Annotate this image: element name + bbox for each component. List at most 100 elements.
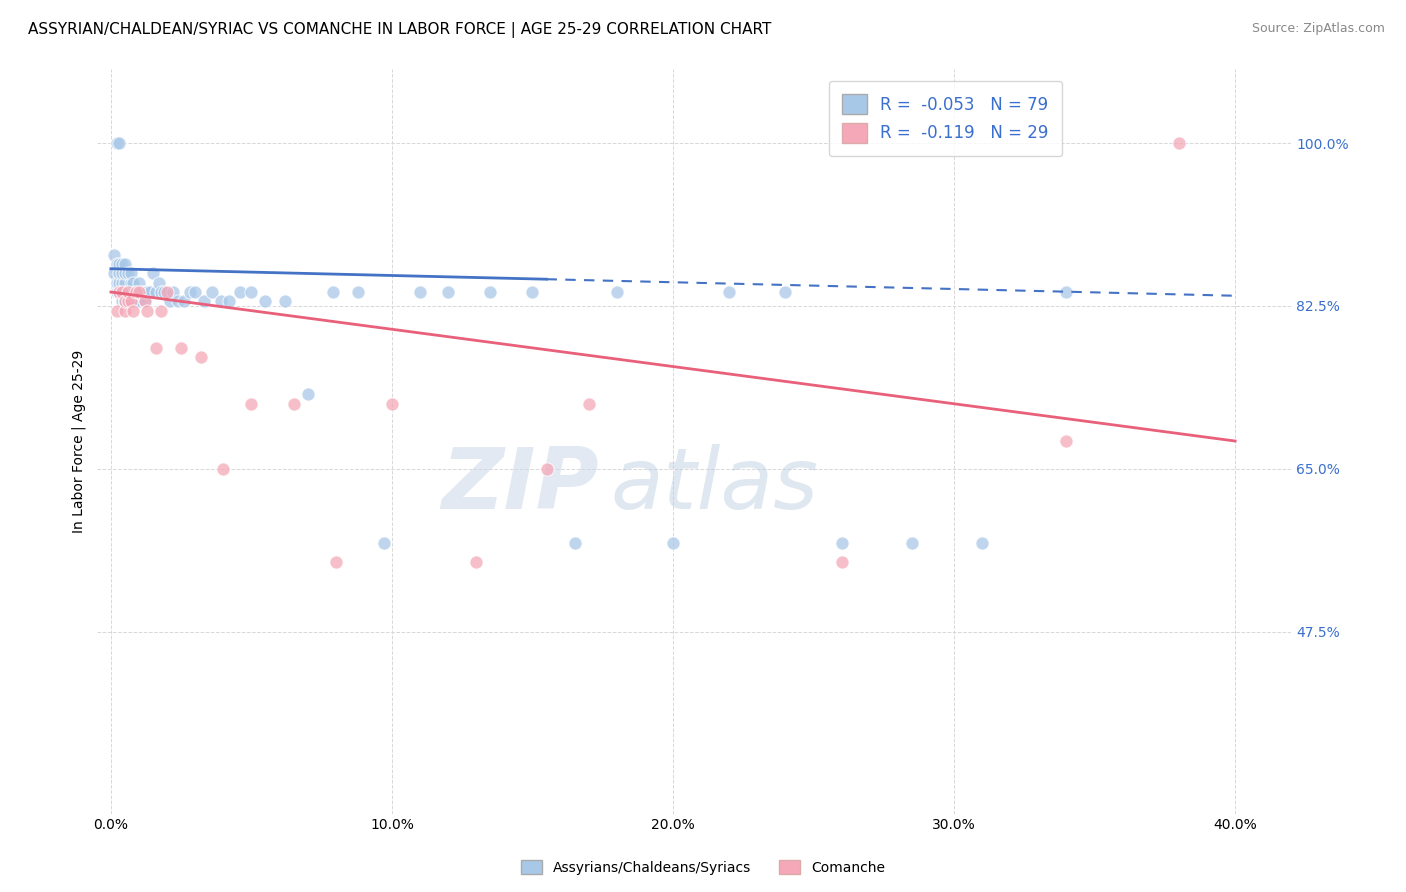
Point <box>901 536 924 550</box>
Point <box>831 555 853 569</box>
Point <box>254 294 277 309</box>
Point <box>240 397 263 411</box>
Point <box>150 285 173 299</box>
Point <box>120 276 142 290</box>
Point <box>117 285 139 299</box>
Point <box>162 285 184 299</box>
Point <box>167 294 190 309</box>
Point <box>103 248 125 262</box>
Legend: Assyrians/Chaldeans/Syriacs, Comanche: Assyrians/Chaldeans/Syriacs, Comanche <box>516 855 890 880</box>
Point <box>111 285 134 299</box>
Point <box>972 536 994 550</box>
Point <box>114 303 136 318</box>
Point <box>125 294 148 309</box>
Point <box>105 136 128 150</box>
Point <box>108 136 131 150</box>
Point <box>536 462 558 476</box>
Point <box>831 536 853 550</box>
Point <box>125 285 148 299</box>
Point <box>108 285 131 299</box>
Point <box>114 285 136 299</box>
Point <box>114 294 136 309</box>
Point <box>114 257 136 271</box>
Point <box>120 285 142 299</box>
Point <box>117 294 139 309</box>
Point <box>108 276 131 290</box>
Point <box>148 276 170 290</box>
Point <box>111 276 134 290</box>
Point <box>134 294 156 309</box>
Point <box>373 536 395 550</box>
Point <box>120 294 142 309</box>
Point <box>1056 434 1078 448</box>
Point <box>437 285 460 299</box>
Point <box>114 267 136 281</box>
Text: Source: ZipAtlas.com: Source: ZipAtlas.com <box>1251 22 1385 36</box>
Point <box>111 267 134 281</box>
Legend: R =  -0.053   N = 79, R =  -0.119   N = 29: R = -0.053 N = 79, R = -0.119 N = 29 <box>828 80 1062 156</box>
Point <box>139 285 162 299</box>
Point <box>122 294 145 309</box>
Point <box>122 303 145 318</box>
Point <box>465 555 488 569</box>
Point <box>229 285 252 299</box>
Point <box>114 294 136 309</box>
Point <box>274 294 297 309</box>
Y-axis label: In Labor Force | Age 25-29: In Labor Force | Age 25-29 <box>72 350 86 533</box>
Point <box>122 285 145 299</box>
Point <box>117 285 139 299</box>
Point <box>578 397 600 411</box>
Point <box>212 462 235 476</box>
Point <box>193 294 215 309</box>
Point <box>718 285 741 299</box>
Point <box>190 350 212 364</box>
Point <box>105 303 128 318</box>
Point <box>1056 285 1078 299</box>
Point <box>522 285 544 299</box>
Point <box>131 285 153 299</box>
Point <box>111 285 134 299</box>
Text: ASSYRIAN/CHALDEAN/SYRIAC VS COMANCHE IN LABOR FORCE | AGE 25-29 CORRELATION CHAR: ASSYRIAN/CHALDEAN/SYRIAC VS COMANCHE IN … <box>28 22 772 38</box>
Point <box>134 285 156 299</box>
Point <box>322 285 344 299</box>
Point <box>111 257 134 271</box>
Point <box>775 285 797 299</box>
Point <box>105 285 128 299</box>
Point <box>114 294 136 309</box>
Point <box>120 267 142 281</box>
Point <box>209 294 232 309</box>
Point <box>479 285 502 299</box>
Point <box>108 257 131 271</box>
Point <box>170 341 193 355</box>
Point <box>240 285 263 299</box>
Text: ZIP: ZIP <box>441 444 599 527</box>
Text: atlas: atlas <box>610 444 818 527</box>
Point <box>662 536 685 550</box>
Point <box>179 285 201 299</box>
Point <box>108 285 131 299</box>
Point <box>114 276 136 290</box>
Point <box>128 285 150 299</box>
Point <box>128 285 150 299</box>
Point <box>122 276 145 290</box>
Point <box>125 285 148 299</box>
Point <box>145 285 167 299</box>
Point <box>156 285 179 299</box>
Point <box>117 267 139 281</box>
Point <box>218 294 240 309</box>
Point <box>1167 136 1189 150</box>
Point <box>283 397 305 411</box>
Point <box>201 285 224 299</box>
Point <box>128 276 150 290</box>
Point <box>145 341 167 355</box>
Point <box>564 536 586 550</box>
Point <box>184 285 207 299</box>
Point <box>136 285 159 299</box>
Point <box>606 285 628 299</box>
Point <box>134 294 156 309</box>
Point <box>142 267 165 281</box>
Point <box>409 285 432 299</box>
Point <box>136 303 159 318</box>
Point <box>173 294 195 309</box>
Point <box>120 294 142 309</box>
